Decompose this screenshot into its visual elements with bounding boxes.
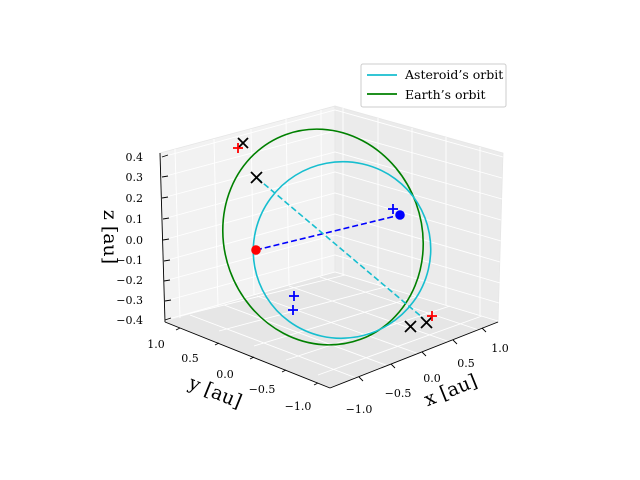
grid-line [285,305,451,361]
z-tick-label: 0.3 [126,171,144,184]
plus-marker [427,311,437,321]
z-tick-label: 0.4 [126,151,144,164]
x-tick-labels: −1.0 −0.5 0.0 0.5 1.0 [346,342,509,416]
z-tick-mark [164,317,172,321]
y-tick-labels: −1.0 −0.5 0.0 0.5 1.0 [147,338,311,413]
z-tick-mark [163,259,171,262]
x-axis-line [329,321,499,389]
grid-line [189,314,360,380]
z-tick-mark [162,217,170,220]
earth-orbit-curve [221,128,425,346]
grid-line [161,151,503,200]
z-tick-label: 0.2 [126,192,144,205]
dashed-connector-cyan [256,177,424,319]
legend-label-earth: Earth’s orbit [405,87,486,102]
z-tick-label: −0.1 [116,254,143,267]
y-tick-mark [249,356,255,360]
y-tick-mark [313,382,319,386]
x-marker [404,320,417,333]
y-tick-mark [281,369,287,373]
grid-line [174,148,181,319]
grid-line [253,295,419,347]
x-tick-label: −0.5 [385,387,412,400]
grid-line [320,109,323,277]
dashed-connector-blue [255,214,401,251]
grid-line [161,109,504,158]
z-axis-label: z [au] [99,210,121,264]
blue-dot-marker [395,210,405,220]
z-tick-mark [163,279,171,282]
red-dot-marker [251,245,261,255]
plus-marker [288,305,298,315]
grid-line [163,213,501,263]
axis-lines [159,152,499,389]
legend-box [360,63,507,108]
y-tick-mark [175,327,181,331]
tick-marks [161,154,487,386]
asteroid-orbit-curve [252,160,432,340]
z-tick-mark [162,238,170,241]
z-tick-label: −0.4 [116,314,143,327]
y-tick-label: 0.5 [181,352,199,365]
z-tick-label: 0.1 [126,213,144,226]
grid-line [163,234,501,284]
grid-line [218,286,386,332]
y-tick-mark [214,342,220,346]
y-tick-label: −1.0 [285,400,312,413]
x-marker [250,171,263,184]
axis-panes [159,105,504,389]
legend: Asteroid’s orbit Earth’s orbit [360,63,507,108]
grid-line [256,295,423,356]
z-tick-mark [161,196,169,199]
y-axis-label: y [au] [185,372,245,413]
x-tick-label: 0.0 [423,372,441,385]
grid-line [162,192,502,242]
grid-line [164,271,499,322]
plus-marker [289,291,299,301]
x-tick-mark [481,327,487,333]
x-tick-mark [390,363,396,369]
x-marker [420,316,433,329]
grid-line [179,274,346,317]
z-tick-mark [161,175,169,178]
y-tick-label: 1.0 [147,338,165,351]
orbit-curves [221,128,432,346]
x-tick-mark [452,339,458,345]
z-tick-label: 0.0 [126,234,144,247]
y-tick-label: 0.0 [216,368,234,381]
legend-label-asteroid: Asteroid’s orbit [404,67,503,82]
y-tick-label: −0.5 [249,383,276,396]
y-axis-line [164,321,331,389]
grid-line [213,138,219,307]
grid-line [162,171,502,221]
grid-line [319,276,483,332]
plus-marker [233,143,243,153]
x-tick-mark [421,351,427,357]
z-tick-mark [161,154,169,158]
markers [233,137,437,333]
z-tick-labels: −0.4 −0.3 −0.2 −0.1 0.0 0.1 0.2 0.3 0.4 [116,151,143,327]
x-tick-label: 0.5 [457,357,475,370]
x-marker [237,137,249,149]
grid-line [317,315,483,376]
grid-line [164,254,500,304]
x-tick-mark [358,376,364,382]
z-tick-label: −0.3 [116,294,143,307]
x-tick-label: −1.0 [346,403,373,416]
z-tick-label: −0.2 [116,274,143,287]
grid-line [285,118,290,286]
grid-line [288,285,454,344]
x-tick-label: 1.0 [491,342,509,355]
z-axis-line [159,152,166,323]
plus-marker [388,204,398,214]
z-tick-mark [164,299,172,302]
grid-line [223,304,392,368]
